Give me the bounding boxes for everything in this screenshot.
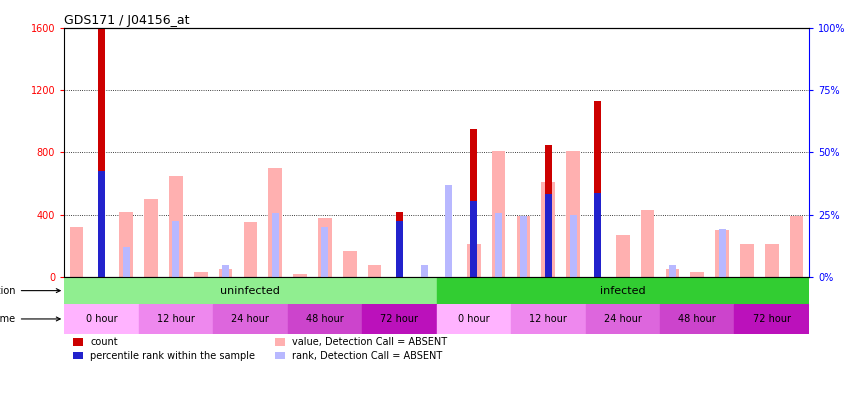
Bar bbox=[691, 272, 704, 277]
Bar bbox=[542, 182, 555, 277]
Bar bbox=[669, 265, 676, 277]
Bar bbox=[467, 244, 480, 277]
Bar bbox=[641, 210, 654, 277]
Bar bbox=[718, 229, 726, 277]
Bar bbox=[362, 304, 437, 334]
Bar bbox=[244, 223, 257, 277]
Bar bbox=[470, 129, 478, 277]
Bar bbox=[420, 265, 428, 277]
Bar bbox=[740, 244, 753, 277]
Bar bbox=[567, 151, 580, 277]
Legend: count, percentile rank within the sample, value, Detection Call = ABSENT, rank, : count, percentile rank within the sample… bbox=[69, 333, 451, 365]
Text: uninfected: uninfected bbox=[221, 286, 280, 296]
Bar bbox=[120, 211, 133, 277]
Bar bbox=[271, 213, 279, 277]
Bar bbox=[321, 227, 329, 277]
Bar bbox=[544, 145, 552, 277]
Bar bbox=[318, 218, 331, 277]
Text: 24 hour: 24 hour bbox=[231, 314, 270, 324]
Bar bbox=[660, 304, 734, 334]
Bar bbox=[544, 194, 552, 277]
Bar bbox=[219, 269, 232, 277]
Text: GDS171 / J04156_at: GDS171 / J04156_at bbox=[64, 13, 190, 27]
Text: 0 hour: 0 hour bbox=[458, 314, 490, 324]
Bar bbox=[520, 216, 527, 277]
Bar bbox=[437, 304, 511, 334]
Bar bbox=[495, 213, 502, 277]
Bar bbox=[139, 304, 213, 334]
Bar bbox=[492, 151, 505, 277]
Bar bbox=[64, 277, 437, 304]
Bar bbox=[437, 277, 809, 304]
Bar bbox=[594, 101, 602, 277]
Bar bbox=[288, 304, 362, 334]
Bar bbox=[122, 248, 130, 277]
Bar bbox=[194, 272, 207, 277]
Bar bbox=[511, 304, 586, 334]
Bar bbox=[169, 176, 182, 277]
Text: infection: infection bbox=[0, 286, 60, 296]
Bar bbox=[343, 251, 356, 277]
Bar bbox=[517, 216, 530, 277]
Bar bbox=[368, 265, 381, 277]
Bar bbox=[765, 244, 778, 277]
Bar bbox=[64, 304, 139, 334]
Bar bbox=[172, 221, 180, 277]
Bar bbox=[395, 221, 403, 277]
Bar bbox=[716, 230, 728, 277]
Bar bbox=[294, 274, 306, 277]
Text: 72 hour: 72 hour bbox=[752, 314, 791, 324]
Bar bbox=[790, 216, 803, 277]
Bar bbox=[594, 193, 602, 277]
Bar bbox=[98, 171, 105, 277]
Text: 72 hour: 72 hour bbox=[380, 314, 419, 324]
Bar bbox=[395, 211, 403, 277]
Bar bbox=[269, 168, 282, 277]
Bar bbox=[470, 201, 478, 277]
Text: 48 hour: 48 hour bbox=[306, 314, 344, 324]
Text: 12 hour: 12 hour bbox=[157, 314, 195, 324]
Text: 48 hour: 48 hour bbox=[678, 314, 716, 324]
Bar bbox=[70, 227, 83, 277]
Bar bbox=[145, 199, 158, 277]
Bar bbox=[222, 265, 229, 277]
Bar bbox=[616, 235, 629, 277]
Text: 24 hour: 24 hour bbox=[603, 314, 642, 324]
Bar bbox=[569, 215, 577, 277]
Bar bbox=[666, 269, 679, 277]
Text: 0 hour: 0 hour bbox=[86, 314, 117, 324]
Bar bbox=[445, 185, 453, 277]
Bar bbox=[586, 304, 660, 334]
Text: infected: infected bbox=[600, 286, 645, 296]
Bar bbox=[734, 304, 809, 334]
Text: time: time bbox=[0, 314, 60, 324]
Bar bbox=[98, 28, 105, 277]
Text: 12 hour: 12 hour bbox=[529, 314, 568, 324]
Bar bbox=[213, 304, 288, 334]
Bar bbox=[544, 216, 552, 277]
